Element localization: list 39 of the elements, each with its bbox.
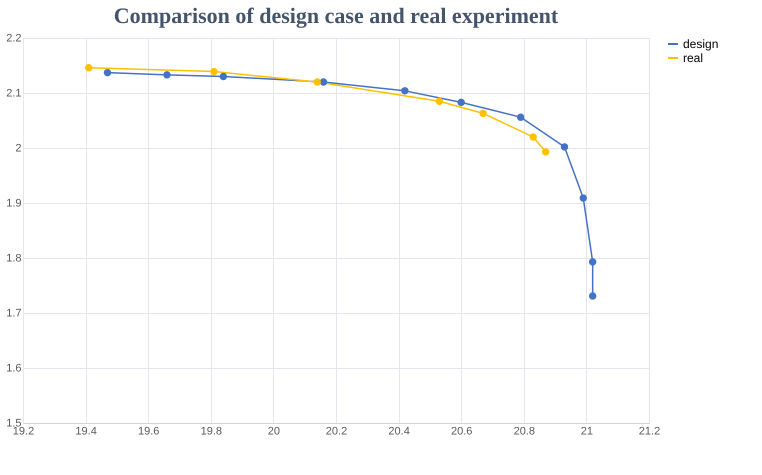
point <box>542 148 550 156</box>
legend-label: design <box>683 37 718 51</box>
x-tick-label: 19.8 <box>200 426 222 438</box>
y-tick-label: 2.1 <box>6 88 22 100</box>
point <box>210 68 218 76</box>
y-tick-label: 1.8 <box>6 252 22 264</box>
chart-title: Comparison of design case and real experiment <box>114 3 559 28</box>
point <box>588 258 596 266</box>
point <box>588 292 596 300</box>
y-tick-label: 1.7 <box>6 308 22 320</box>
point <box>163 71 171 79</box>
point <box>104 68 112 76</box>
point <box>85 64 92 72</box>
x-tick-label: 19.4 <box>75 426 97 438</box>
point <box>401 87 409 94</box>
point <box>314 78 321 86</box>
x-tick-label: 20.6 <box>450 426 472 438</box>
point <box>479 110 487 118</box>
point <box>320 78 328 86</box>
point <box>457 98 465 106</box>
y-tick-label: 1.9 <box>6 198 22 210</box>
x-tick-label: 20 <box>268 426 280 438</box>
point <box>580 194 587 202</box>
y-tick-label: 2 <box>15 142 22 154</box>
point <box>436 98 443 105</box>
point <box>560 143 568 151</box>
x-tick-label: 19.6 <box>138 426 160 438</box>
point <box>220 72 228 80</box>
x-tick-label: 20.8 <box>514 426 536 438</box>
x-tick-label: 21 <box>580 426 594 438</box>
legend-label: real <box>683 51 704 65</box>
x-tick-label: 20.4 <box>388 426 410 438</box>
point <box>529 133 537 141</box>
y-tick-label: 2.2 <box>6 32 22 44</box>
y-tick-label: 1.6 <box>6 362 22 374</box>
point <box>516 114 524 121</box>
x-tick-label: 20.2 <box>326 426 348 438</box>
x-tick-label: 19.2 <box>12 426 34 438</box>
x-tick-label: 21.2 <box>638 426 660 438</box>
